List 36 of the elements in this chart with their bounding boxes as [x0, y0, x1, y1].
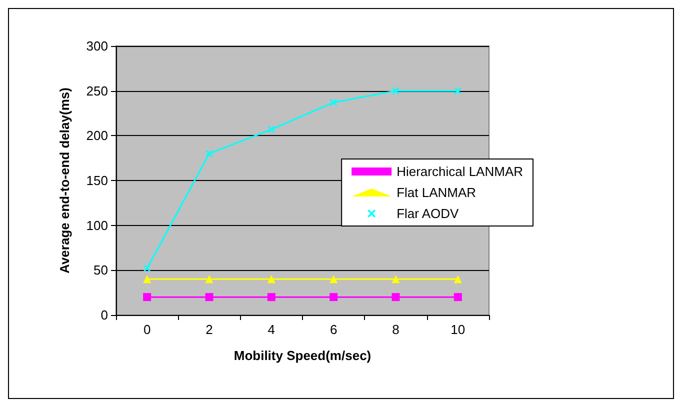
x-tick-label: 8	[392, 322, 400, 337]
point	[454, 293, 462, 302]
point	[330, 98, 338, 106]
point	[392, 275, 400, 284]
legend-label: Hierarchical LANMAR	[396, 164, 523, 179]
y-tick-label: 0	[100, 308, 108, 322]
point	[330, 275, 338, 284]
point	[454, 275, 462, 284]
point	[267, 275, 276, 284]
y-tick-label: 50	[94, 262, 108, 278]
point	[392, 293, 400, 302]
legend-label: Flar AODV	[396, 206, 460, 221]
y-tick-label: 250	[86, 83, 108, 98]
x-tick-label: 2	[206, 322, 213, 337]
point	[392, 87, 400, 94]
legend-label: Flat LANMAR	[396, 185, 476, 200]
point	[144, 264, 151, 272]
point	[143, 275, 152, 284]
y-tick-label: 200	[86, 128, 108, 144]
point	[205, 275, 214, 284]
y-tick-label: 300	[86, 38, 108, 54]
point	[330, 293, 338, 302]
y-axis-title: Average end-to-end delay(ms)	[57, 88, 72, 274]
point	[267, 293, 276, 302]
y-tick-label: 150	[86, 173, 108, 188]
x-tick-label: 10	[450, 322, 466, 337]
x-tick-label: 4	[268, 322, 276, 337]
point	[206, 150, 213, 158]
point	[454, 87, 462, 94]
y-tick-label: 100	[86, 218, 108, 233]
point	[205, 293, 214, 302]
point	[143, 293, 152, 302]
x-tick-label: 0	[143, 322, 151, 337]
point	[268, 126, 275, 133]
x-axis-title: Mobility Speed(m/sec)	[234, 348, 372, 363]
x-tick-label: 6	[330, 322, 338, 337]
